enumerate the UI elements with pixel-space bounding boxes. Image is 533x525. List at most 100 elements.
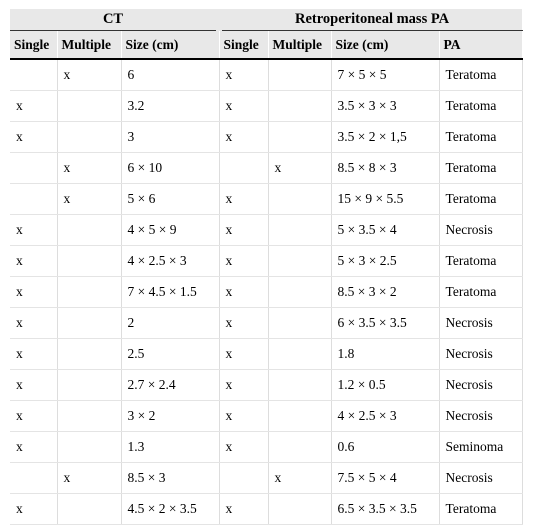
empty-cell: [268, 400, 332, 432]
empty-cell: [57, 369, 122, 401]
empty-cell: [10, 59, 58, 91]
empty-cell: [10, 183, 58, 215]
table-cell: x: [219, 183, 269, 215]
table-cell: x: [219, 214, 269, 246]
empty-cell: [57, 431, 122, 463]
table-cell: x: [10, 400, 58, 432]
table-cell: x: [57, 59, 122, 91]
table-cell: Necrosis: [439, 462, 523, 494]
empty-cell: [57, 121, 122, 153]
group-header: Retroperitoneal mass PA: [216, 9, 523, 31]
table-cell: x: [219, 307, 269, 339]
table-cell: 7.5 × 5 × 4: [331, 462, 440, 494]
table-row: x 2.5 x 1.8 Necrosis: [10, 338, 523, 370]
table-cell: 2.5: [121, 338, 220, 370]
table-cell: Teratoma: [439, 152, 523, 184]
table-cell: 3: [121, 121, 220, 153]
table-cell: Teratoma: [439, 245, 523, 277]
table-cell: 7 × 5 × 5: [331, 59, 440, 91]
table-cell: x: [10, 90, 58, 122]
table-cell: x: [219, 59, 269, 91]
column-header-row: Single Multiple Size (cm) Single Multiple Siz…: [10, 30, 523, 60]
column-header: Multiple: [57, 30, 122, 60]
table-cell: 3.5 × 3 × 3: [331, 90, 440, 122]
table-cell: x: [10, 214, 58, 246]
table-cell: Teratoma: [439, 493, 523, 525]
table-cell: 15 × 9 × 5.5: [331, 183, 440, 215]
table-cell: 4.5 × 2 × 3.5: [121, 493, 220, 525]
table-cell: x: [219, 90, 269, 122]
empty-cell: [10, 462, 58, 494]
table-cell: x: [57, 152, 122, 184]
table-cell: 1.2 × 0.5: [331, 369, 440, 401]
empty-cell: [268, 59, 332, 91]
group-header: CT: [10, 9, 220, 31]
table-cell: Necrosis: [439, 307, 523, 339]
table-cell: 6.5 × 3.5 × 3.5: [331, 493, 440, 525]
table-cell: 7 × 4.5 × 1.5: [121, 276, 220, 308]
table-cell: 2.7 × 2.4: [121, 369, 220, 401]
table-cell: Teratoma: [439, 90, 523, 122]
empty-cell: [57, 400, 122, 432]
column-header: PA: [439, 30, 523, 60]
empty-cell: [268, 307, 332, 339]
table-row: x 1.3 x 0.6 Seminoma: [10, 431, 523, 463]
column-header: Multiple: [268, 30, 332, 60]
table-cell: 6: [121, 59, 220, 91]
table-cell: 3.2: [121, 90, 220, 122]
table-cell: Necrosis: [439, 400, 523, 432]
table-cell: 5 × 6: [121, 183, 220, 215]
empty-cell: [268, 183, 332, 215]
table-cell: 6 × 10: [121, 152, 220, 184]
table-row: x 4.5 × 2 × 3.5 x 6.5 × 3.5 × 3.5 Teratoma: [10, 493, 523, 525]
empty-cell: [57, 493, 122, 525]
table-cell: x: [219, 245, 269, 277]
table-cell: Necrosis: [439, 369, 523, 401]
table-cell: x: [10, 276, 58, 308]
table-cell: Teratoma: [439, 59, 523, 91]
table-cell: x: [219, 400, 269, 432]
table-cell: Teratoma: [439, 276, 523, 308]
table-cell: 8.5 × 8 × 3: [331, 152, 440, 184]
table-cell: 4 × 2.5 × 3: [121, 245, 220, 277]
column-header: Size (cm): [121, 30, 220, 60]
table-row: x 8.5 × 3 x 7.5 × 5 × 4 Necrosis: [10, 462, 523, 494]
data-table: CT Retroperitoneal mass PA Single Multipl…: [10, 9, 523, 525]
empty-cell: [57, 307, 122, 339]
table-cell: x: [219, 276, 269, 308]
empty-cell: [268, 276, 332, 308]
empty-cell: [268, 90, 332, 122]
table-cell: x: [10, 307, 58, 339]
table-cell: x: [10, 245, 58, 277]
empty-cell: [268, 214, 332, 246]
table-row: x 3.2 x 3.5 × 3 × 3 Teratoma: [10, 90, 523, 122]
table-cell: Teratoma: [439, 183, 523, 215]
table-cell: x: [57, 183, 122, 215]
empty-cell: [219, 462, 269, 494]
table-cell: x: [219, 431, 269, 463]
table-cell: x: [10, 493, 58, 525]
table-cell: x: [10, 338, 58, 370]
table-cell: Necrosis: [439, 214, 523, 246]
table-cell: 1.3: [121, 431, 220, 463]
column-header: Size (cm): [331, 30, 440, 60]
empty-cell: [10, 152, 58, 184]
table-cell: Necrosis: [439, 338, 523, 370]
empty-cell: [57, 90, 122, 122]
table-cell: x: [219, 369, 269, 401]
table-cell: 3.5 × 2 × 1,5: [331, 121, 440, 153]
empty-cell: [268, 121, 332, 153]
empty-cell: [57, 338, 122, 370]
table-row: x 3 x 3.5 × 2 × 1,5 Teratoma: [10, 121, 523, 153]
table-cell: 8.5 × 3: [121, 462, 220, 494]
empty-cell: [268, 369, 332, 401]
empty-cell: [57, 214, 122, 246]
table-cell: 2: [121, 307, 220, 339]
